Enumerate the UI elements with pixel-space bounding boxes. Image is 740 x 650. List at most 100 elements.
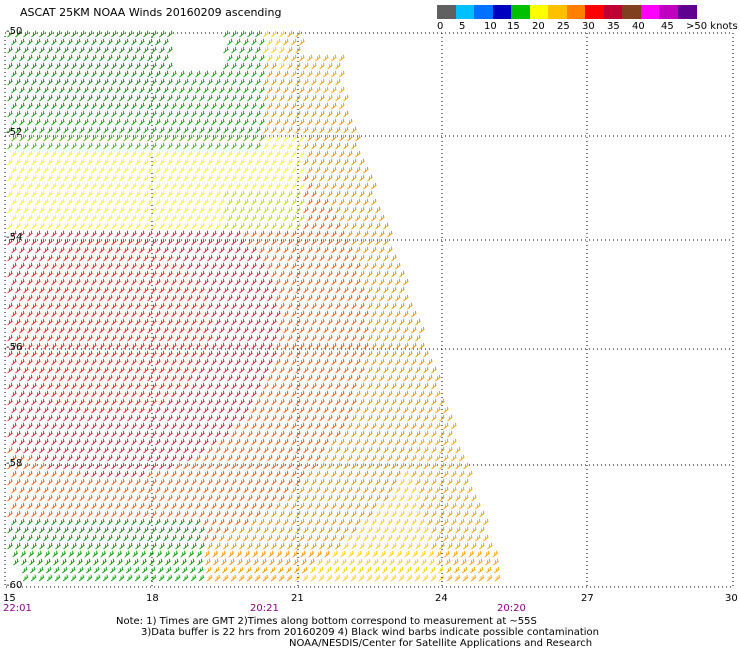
wind-barb bbox=[27, 198, 33, 206]
wind-barb bbox=[139, 262, 145, 270]
wind-barb bbox=[139, 342, 145, 350]
wind-barb bbox=[371, 182, 377, 190]
wind-barb bbox=[287, 254, 293, 262]
wind-barb bbox=[143, 334, 149, 342]
wind-barb bbox=[83, 54, 89, 62]
wind-barb bbox=[23, 126, 29, 134]
wind-barb bbox=[351, 334, 357, 342]
wind-barb bbox=[187, 166, 193, 174]
wind-barb bbox=[151, 30, 157, 38]
wind-barb bbox=[143, 190, 149, 198]
wind-barb bbox=[23, 286, 29, 294]
wind-barb bbox=[291, 70, 297, 78]
wind-barb bbox=[243, 198, 249, 206]
wind-barb bbox=[275, 358, 281, 366]
wind-barb bbox=[451, 470, 457, 478]
wind-barb bbox=[127, 206, 133, 214]
wind-barb bbox=[95, 190, 101, 198]
wind-barb bbox=[411, 390, 417, 398]
lat-label-54: -54 bbox=[6, 232, 23, 243]
wind-barb bbox=[215, 446, 221, 454]
wind-barb bbox=[31, 30, 37, 38]
wind-barb bbox=[95, 238, 101, 246]
wind-barb bbox=[167, 382, 173, 390]
wind-barb bbox=[111, 430, 117, 438]
wind-barb bbox=[95, 446, 101, 454]
wind-barb bbox=[383, 510, 389, 518]
wind-barb bbox=[239, 414, 245, 422]
wind-barb bbox=[131, 310, 137, 318]
wind-barb bbox=[203, 198, 209, 206]
wind-barb bbox=[175, 78, 181, 86]
wind-barb bbox=[183, 78, 189, 86]
wind-barb bbox=[115, 198, 121, 206]
wind-barb bbox=[299, 358, 305, 366]
wind-barb bbox=[391, 542, 397, 550]
wind-barb bbox=[199, 526, 205, 534]
wind-barb bbox=[139, 134, 145, 142]
wind-barb bbox=[67, 102, 73, 110]
wind-barb bbox=[107, 486, 113, 494]
wind-barb bbox=[163, 150, 169, 158]
wind-barb bbox=[147, 182, 153, 190]
wind-barb bbox=[7, 446, 13, 454]
wind-barb bbox=[339, 134, 345, 142]
wind-barb bbox=[203, 310, 209, 318]
wind-barb bbox=[103, 158, 109, 166]
wind-barb bbox=[223, 222, 229, 230]
wind-barb bbox=[395, 454, 401, 462]
wind-barb bbox=[247, 110, 253, 118]
wind-barb bbox=[267, 86, 273, 94]
wind-barb bbox=[11, 86, 17, 94]
wind-barb bbox=[75, 294, 81, 302]
wind-barb bbox=[461, 558, 467, 566]
wind-barb bbox=[287, 318, 293, 326]
wind-barb bbox=[163, 214, 169, 222]
wind-barb bbox=[439, 446, 445, 454]
wind-barb bbox=[435, 390, 441, 398]
wind-barb bbox=[251, 278, 257, 286]
wind-barb bbox=[75, 246, 81, 254]
wind-barb bbox=[283, 150, 289, 158]
wind-barb bbox=[195, 454, 201, 462]
wind-barb bbox=[375, 254, 381, 262]
wind-barb bbox=[183, 222, 189, 230]
wind-barb bbox=[159, 350, 165, 358]
wind-barb bbox=[159, 366, 165, 374]
wind-barb bbox=[79, 46, 85, 54]
wind-barb bbox=[83, 438, 89, 446]
wind-barb bbox=[27, 246, 33, 254]
wind-barb bbox=[247, 126, 253, 134]
wind-barb bbox=[143, 222, 149, 230]
wind-barb bbox=[436, 550, 442, 558]
wind-barb bbox=[302, 574, 309, 582]
wind-barb bbox=[47, 270, 53, 278]
wind-barb bbox=[179, 166, 185, 174]
wind-barb bbox=[367, 334, 373, 342]
wind-barb bbox=[339, 198, 345, 206]
wind-barb bbox=[171, 214, 177, 222]
wind-barb bbox=[183, 526, 189, 534]
wind-barb bbox=[95, 142, 101, 150]
wind-barb bbox=[159, 270, 165, 278]
wind-barb bbox=[435, 454, 441, 462]
wind-barb bbox=[255, 174, 261, 182]
wind-barb bbox=[379, 326, 385, 334]
wind-barb bbox=[103, 494, 109, 502]
wind-barb bbox=[143, 46, 149, 54]
wind-barb bbox=[335, 414, 341, 422]
wind-barb bbox=[135, 446, 141, 454]
wind-barb bbox=[107, 166, 113, 174]
wind-barb bbox=[59, 230, 65, 238]
wind-barb bbox=[79, 510, 85, 518]
wind-barb bbox=[247, 398, 253, 406]
wind-barb bbox=[251, 422, 257, 430]
wind-barb bbox=[299, 486, 305, 494]
wind-barb bbox=[75, 214, 81, 222]
wind-barb bbox=[215, 174, 221, 182]
wind-barb bbox=[7, 302, 13, 310]
wind-barb bbox=[315, 310, 321, 318]
wind-barb bbox=[206, 566, 212, 574]
wind-barb bbox=[111, 334, 117, 342]
wind-barb bbox=[291, 470, 297, 478]
